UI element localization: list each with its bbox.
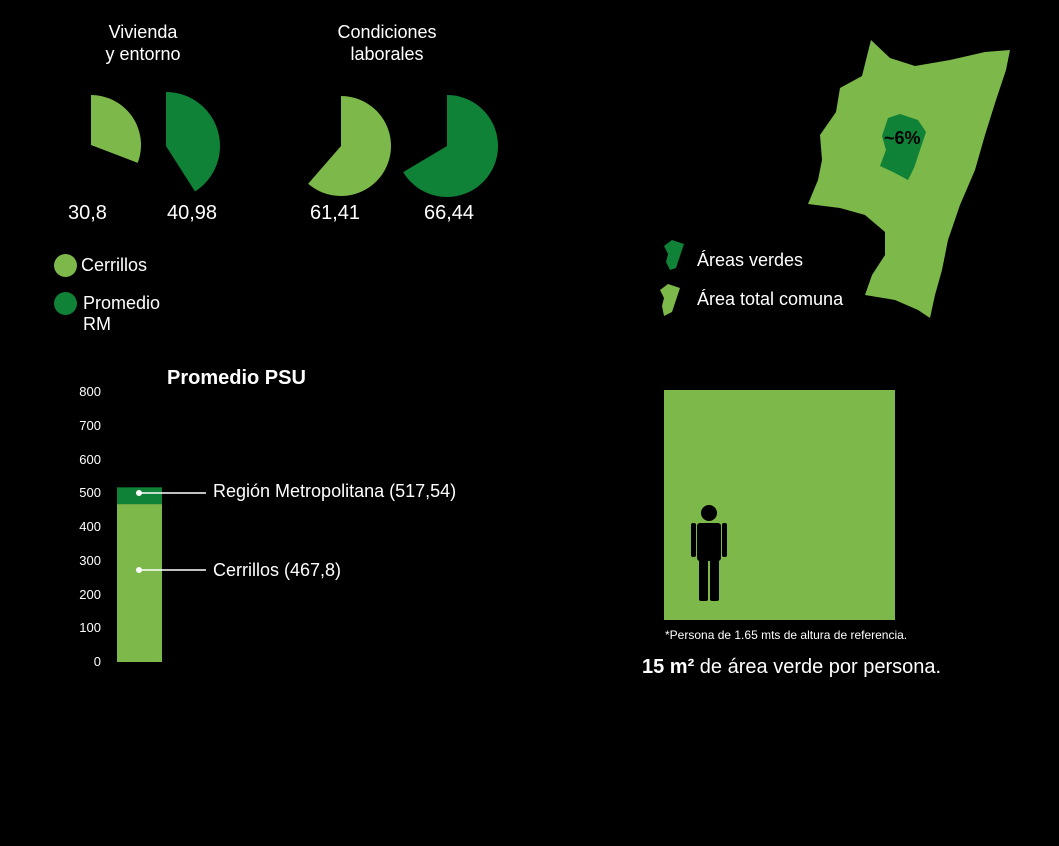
pie-group-title-line-1: Vivienda — [108, 22, 178, 42]
y-tick-label: 300 — [79, 552, 101, 568]
pie-slice — [166, 92, 221, 192]
pie-group-title-line-2: laborales — [350, 44, 424, 64]
y-tick-label: 400 — [79, 519, 101, 534]
chart-title-psu: Promedio PSU — [167, 367, 306, 389]
map-shape-icon — [660, 284, 680, 316]
person-icon — [701, 505, 717, 521]
legend-label: Cerrillos — [81, 255, 148, 275]
area-headline-value: 15 m² — [642, 656, 695, 678]
pie-group-title-line-2: y entorno — [105, 44, 181, 64]
person-icon — [691, 523, 696, 557]
person-icon — [699, 559, 708, 601]
legend-label: Promedio RM — [83, 293, 161, 334]
map-shape-icon — [664, 240, 684, 270]
bar-label-cerrillos: Cerrillos (467,8) — [213, 560, 342, 580]
person-icon — [722, 523, 727, 557]
y-tick-label: 0 — [93, 654, 101, 669]
pie-slice — [403, 95, 498, 198]
map-legend-label-green: Áreas verdes — [697, 250, 804, 270]
bar-label-rm: Región Metropolitana (517,54) — [213, 481, 457, 501]
area-headline: 15 m² de área verde por persona. — [642, 656, 941, 679]
map-percent-label: ~6% — [884, 128, 921, 148]
pie-slice — [308, 96, 392, 197]
reference-note: *Persona de 1.65 mts de altura de refere… — [665, 628, 908, 642]
pie-group-title-vivienda: Vivienda y entorno — [83, 21, 203, 65]
pie-value-label: 61,41 — [310, 202, 361, 224]
pie-value-label: 30,8 — [68, 202, 107, 224]
comuna-map — [808, 40, 1010, 318]
leader-dot-cerrillos — [136, 567, 142, 573]
area-headline-text: de área verde por persona. — [694, 656, 942, 678]
y-tick-label: 100 — [79, 620, 101, 636]
pie-slice — [91, 95, 142, 163]
green-area-square — [664, 390, 895, 620]
pie-group-title-laborales: Condiciones laborales — [317, 21, 457, 65]
y-tick-label: 600 — [79, 451, 101, 467]
legend-swatch — [54, 292, 77, 315]
bar-cerrillos — [117, 504, 162, 662]
y-tick-label: 800 — [79, 384, 101, 399]
y-tick-label: 500 — [79, 485, 101, 501]
person-icon — [697, 523, 721, 561]
y-tick-label: 700 — [79, 417, 101, 433]
y-tick-label: 200 — [79, 586, 101, 602]
pie-value-label: 40,98 — [167, 202, 218, 224]
person-icon — [710, 559, 719, 601]
pie-group-title-line-1: Condiciones — [337, 22, 437, 42]
leader-dot-rm — [136, 490, 142, 496]
green-area-map — [880, 114, 926, 180]
pie-value-label: 66,44 — [424, 202, 475, 224]
legend-swatch — [54, 254, 77, 277]
map-legend-label-total: Área total comuna — [697, 289, 844, 309]
